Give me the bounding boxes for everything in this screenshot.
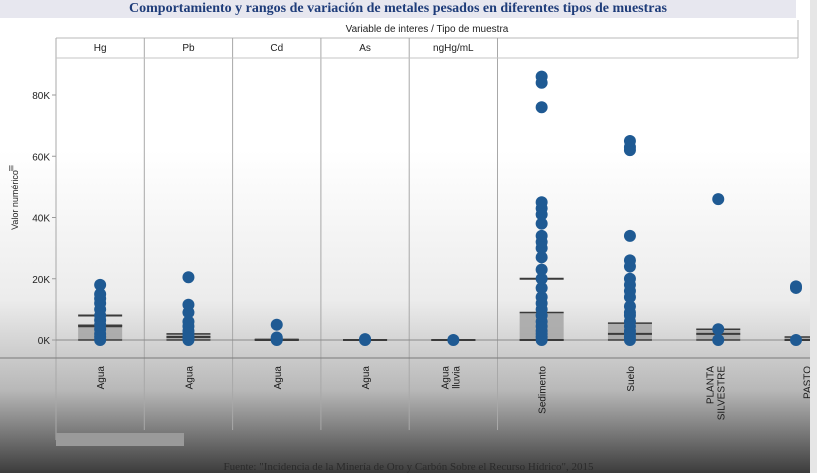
category-label: PASTO [803, 366, 814, 399]
category-label: lluvia [451, 366, 462, 389]
category-label: Sedimento [538, 366, 549, 414]
data-point [623, 300, 636, 313]
y-tick-label: 80K [32, 91, 50, 102]
data-point [535, 251, 548, 264]
data-point [712, 334, 725, 346]
y-tick-label: 20K [32, 275, 50, 286]
data-point [535, 217, 548, 230]
category-label: Suelo [626, 366, 637, 392]
category-label: Agua [440, 366, 451, 390]
data-point [94, 278, 107, 291]
data-point [270, 331, 283, 344]
category-label: Agua [361, 366, 372, 390]
y-axis-title: Valor numérico [10, 170, 20, 230]
data-point [447, 334, 460, 346]
data-point [535, 291, 548, 304]
y-tick-label: 40K [32, 214, 50, 225]
footer-source: Fuente: "Incidencia de la Minería de Oro… [223, 461, 594, 473]
variable-label: Pb [182, 43, 195, 54]
data-point [535, 101, 548, 114]
data-point [182, 298, 195, 311]
data-point [535, 196, 548, 209]
data-point [623, 272, 636, 285]
data-point [790, 280, 802, 293]
chart-title: Comportamiento y rangos de variación de … [129, 1, 667, 16]
data-point [535, 229, 548, 242]
y-tick-label: 60K [32, 152, 50, 163]
category-label: Agua [184, 366, 195, 390]
data-point [623, 134, 636, 147]
data-point [623, 229, 636, 242]
data-point [623, 254, 636, 267]
data-point [712, 323, 725, 336]
variable-label: As [359, 43, 371, 54]
variable-label: Cd [270, 43, 283, 54]
data-point [94, 288, 107, 301]
data-point [359, 333, 372, 346]
scrollbar-track[interactable] [810, 0, 817, 473]
y-tick-label: 0K [38, 336, 51, 347]
title-bar: Comportamiento y rangos de variación de … [0, 0, 796, 18]
data-point [535, 281, 548, 294]
header-label: Variable de interes / Tipo de muestra [346, 24, 509, 35]
category-label: Agua [96, 366, 107, 390]
data-point [182, 315, 195, 328]
data-point [712, 193, 725, 206]
category-label: Agua [273, 366, 284, 390]
data-point [535, 263, 548, 276]
variable-label: ngHg/mL [433, 43, 474, 54]
data-point [535, 272, 548, 285]
sort-icon: ≡ [7, 164, 17, 172]
data-point [535, 70, 548, 83]
horizontal-scrollbar-thumb[interactable] [56, 433, 184, 446]
variable-label: Hg [94, 43, 107, 54]
category-label: SILVESTRE [716, 366, 727, 421]
data-point [790, 334, 802, 346]
data-point [182, 271, 195, 284]
data-point [270, 318, 283, 331]
category-label: PLANTA [705, 366, 716, 404]
